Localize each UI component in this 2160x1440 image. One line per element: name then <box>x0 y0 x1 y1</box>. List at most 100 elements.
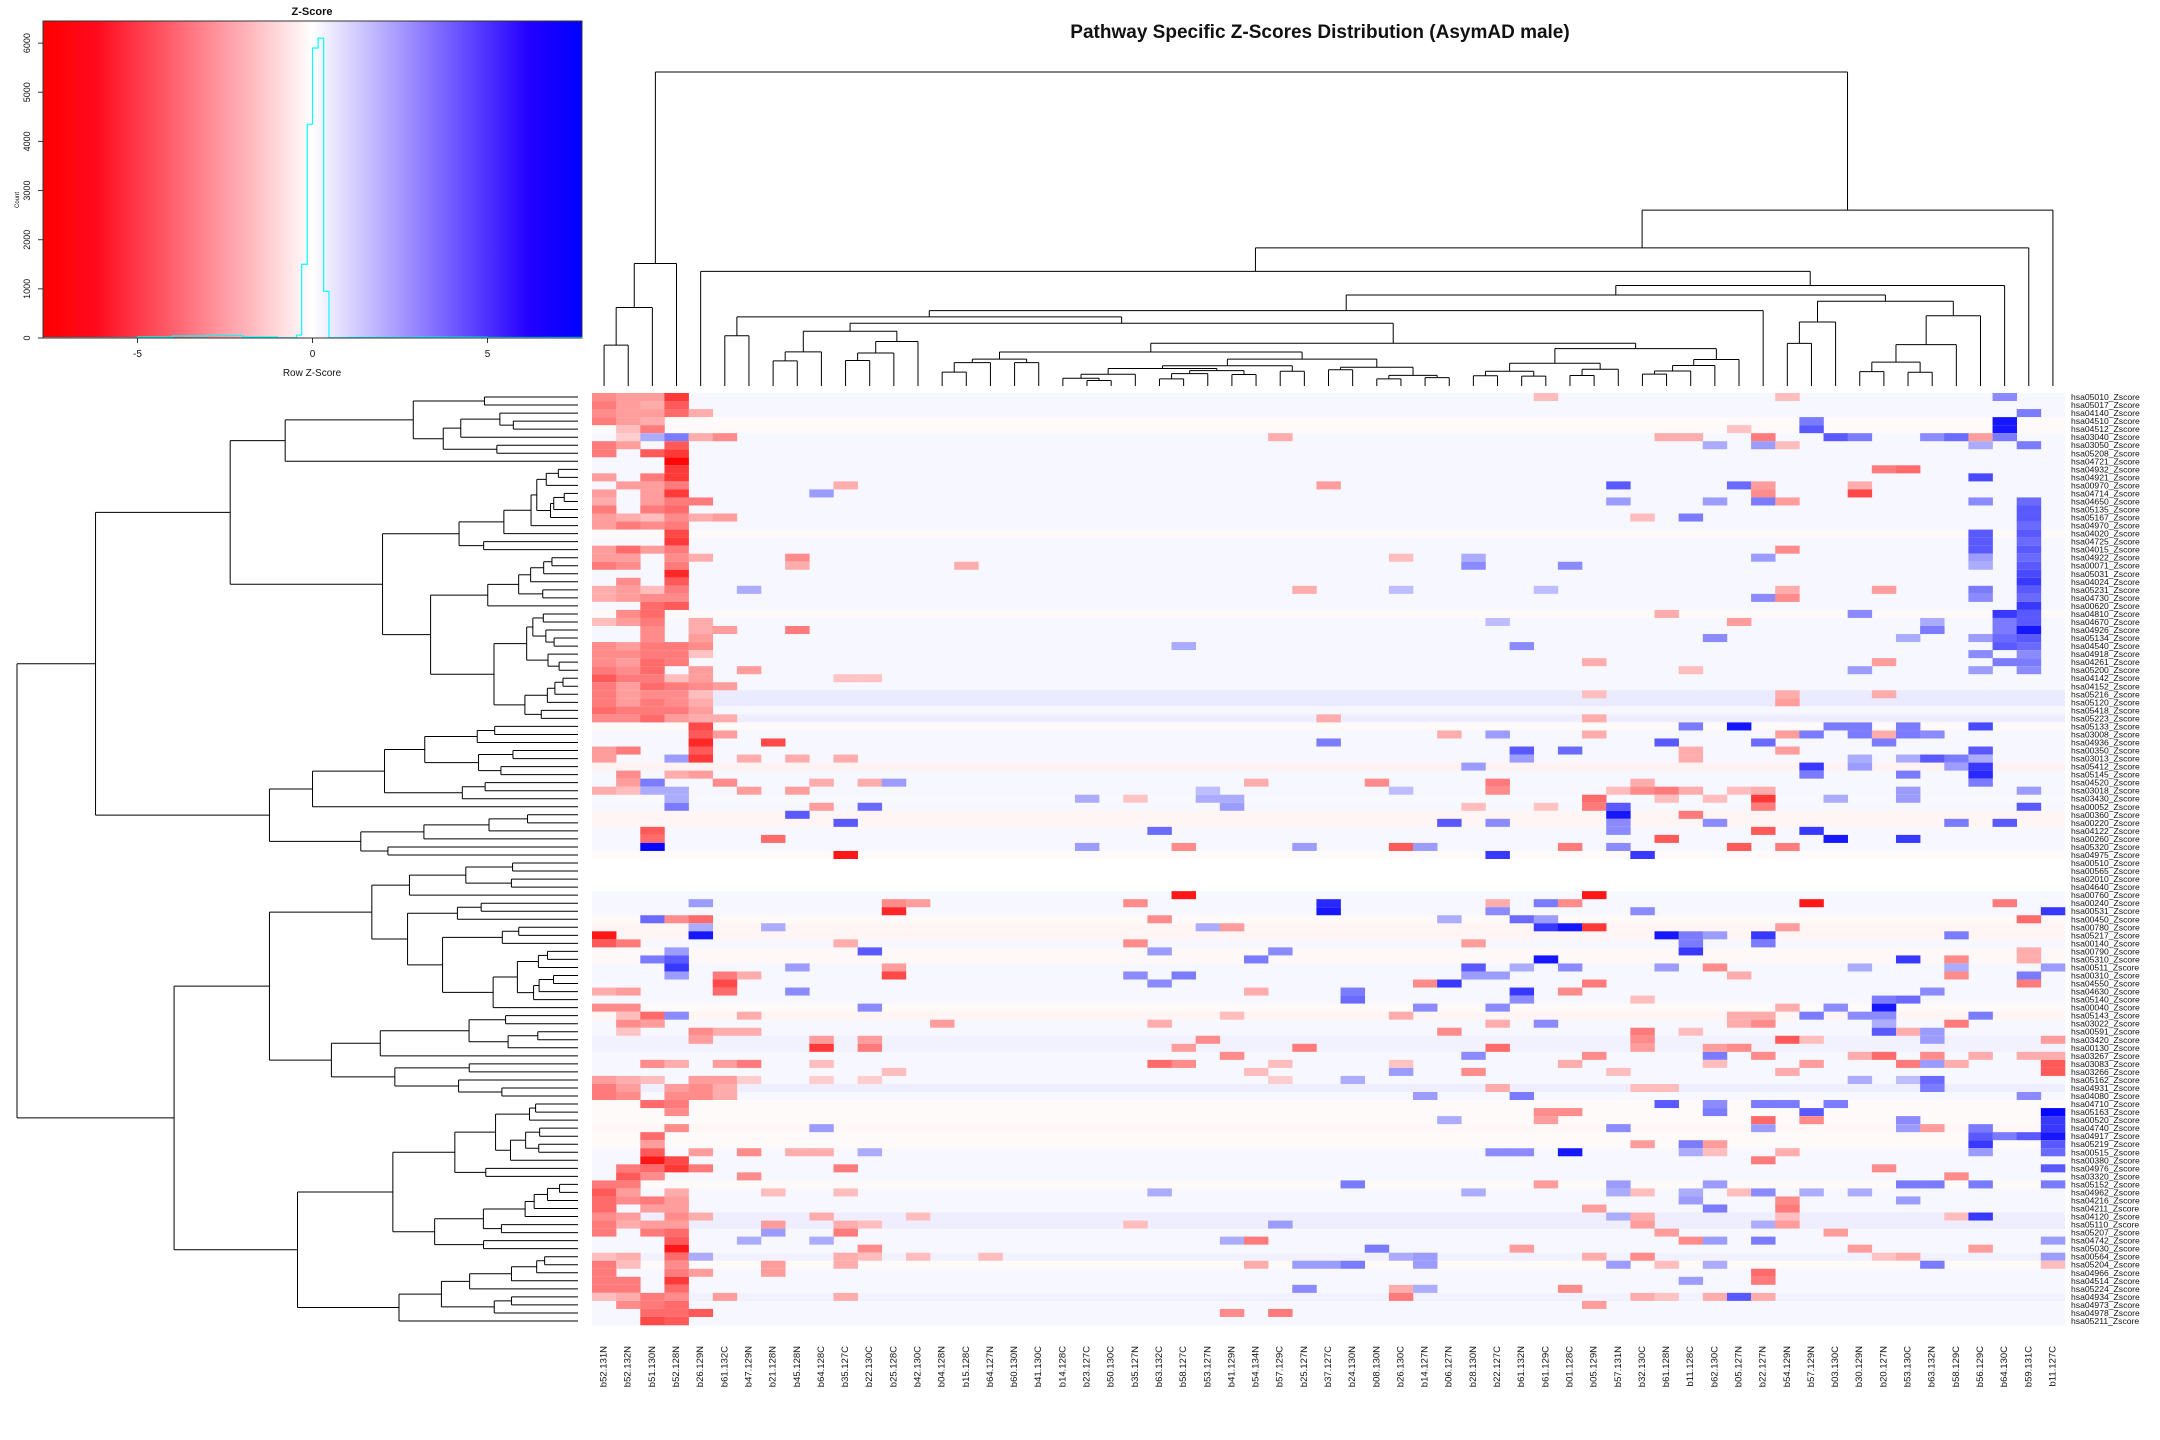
heatmap-cell <box>640 658 665 667</box>
heatmap-row <box>592 409 2065 418</box>
row-label: hsa05211_Zscore <box>2071 1316 2139 1326</box>
heatmap-cell <box>640 786 665 796</box>
heatmap-cell <box>1461 762 1486 771</box>
heatmap-row <box>592 842 2065 852</box>
heatmap-cell <box>2016 601 2042 611</box>
heatmap-row <box>592 634 2065 643</box>
heatmap-cell <box>1775 1212 1800 1221</box>
heatmap-cell <box>592 698 617 707</box>
heatmap-cell <box>1751 794 1776 804</box>
heatmap-cell <box>1992 417 2018 426</box>
heatmap-cell <box>1751 1220 1776 1229</box>
heatmap-cell <box>1509 987 1535 996</box>
heatmap-cell <box>2040 1180 2066 1189</box>
row-label: hsa04216_Zscore <box>2071 1195 2140 1205</box>
heatmap-cell <box>664 770 689 779</box>
heatmap-cell <box>616 609 641 619</box>
heatmap-cell <box>978 1252 1003 1262</box>
heatmap-cell <box>1702 1059 1728 1069</box>
heatmap-cell <box>761 738 786 747</box>
heatmap-cell <box>664 441 689 450</box>
row-label: hsa04810_Zscore <box>2071 609 2140 619</box>
heatmap-cell <box>1968 666 1993 675</box>
heatmap-row-base <box>592 1268 2065 1278</box>
heatmap-cell <box>1775 842 1800 852</box>
heatmap-row <box>592 826 2065 836</box>
heatmap-row-base <box>592 730 2065 739</box>
heatmap-cell <box>2016 409 2042 418</box>
heatmap-row <box>592 1276 2065 1286</box>
heatmap-cell <box>616 770 641 779</box>
row-label: hsa04975_Zscore <box>2071 850 2140 860</box>
heatmap-row <box>592 425 2065 434</box>
heatmap-cell <box>640 842 665 852</box>
heatmap-cell <box>1630 995 1655 1004</box>
heatmap-cell <box>592 401 617 410</box>
heatmap-cell <box>1751 1236 1776 1245</box>
heatmap-row-base <box>592 642 2065 651</box>
heatmap-cell <box>2016 441 2042 450</box>
heatmap-cell <box>640 778 665 787</box>
heatmap-cell <box>1171 971 1196 980</box>
heatmap-row-base <box>592 1228 2065 1237</box>
heatmap-cell <box>1968 778 1993 787</box>
heatmap-cell <box>833 481 858 490</box>
heatmap-cell <box>1606 826 1631 836</box>
heatmap-cell <box>2016 585 2042 595</box>
row-label: hsa00240_Zscore <box>2071 898 2140 908</box>
heatmap-row <box>592 521 2065 530</box>
heatmap-cell <box>664 690 689 699</box>
heatmap-cell <box>664 1212 689 1221</box>
heatmap-cell <box>2040 1252 2066 1262</box>
heatmap-cell <box>1413 1092 1438 1101</box>
heatmap-row-base <box>592 1148 2065 1157</box>
heatmap-cell <box>833 939 858 948</box>
heatmap-row <box>592 553 2065 563</box>
heatmap-cell <box>712 1083 738 1093</box>
row-label: hsa00515_Zscore <box>2071 1147 2140 1157</box>
heatmap-row <box>592 1164 2066 1173</box>
row-label: hsa05310_Zscore <box>2071 954 2140 964</box>
heatmap-cell <box>1461 939 1486 948</box>
column-label: b52.132N <box>623 1346 634 1387</box>
heatmap-row <box>592 1108 2066 1117</box>
heatmap-cell <box>664 1260 689 1270</box>
heatmap-cell <box>664 1164 689 1173</box>
heatmap-cell <box>785 1148 810 1157</box>
heatmap-cell <box>736 971 762 980</box>
heatmap-cell <box>616 1196 641 1205</box>
heatmap-cell <box>1219 1236 1245 1245</box>
heatmap-cell <box>1654 794 1679 804</box>
heatmap-cell <box>1292 585 1317 595</box>
heatmap-cell <box>1171 642 1196 651</box>
row-label: hsa04966_Zscore <box>2071 1268 2140 1278</box>
heatmap-row <box>592 1019 2065 1029</box>
heatmap-cell <box>1895 1116 1921 1125</box>
heatmap-cell <box>1968 529 1993 538</box>
heatmap-cell <box>2016 955 2042 964</box>
heatmap-cell <box>616 682 641 691</box>
heatmap-cell <box>1702 1100 1728 1109</box>
heatmap-cell <box>1292 1260 1317 1270</box>
heatmap-cell <box>857 778 883 787</box>
heatmap-cell <box>1992 642 2018 651</box>
column-label: b24.130N <box>1347 1346 1358 1387</box>
heatmap-cell <box>1219 794 1245 804</box>
column-label: b11.128C <box>1685 1346 1696 1387</box>
heatmap-cell <box>833 674 858 683</box>
column-label: b21.128N <box>768 1346 779 1387</box>
heatmap-cell <box>1992 617 2018 627</box>
heatmap-row <box>592 417 2065 426</box>
heatmap-row <box>592 1059 2066 1069</box>
heatmap-cell <box>640 1140 665 1149</box>
heatmap-cell <box>1243 1067 1269 1077</box>
heatmap-cell <box>1485 971 1510 980</box>
heatmap-cell <box>1485 907 1510 916</box>
heatmap-cell <box>736 1075 762 1085</box>
column-label: b52.128N <box>671 1346 682 1387</box>
row-label: hsa05140_Zscore <box>2071 995 2140 1005</box>
heatmap-cell <box>1726 786 1752 796</box>
heatmap-row-base <box>592 794 2065 804</box>
heatmap-cell <box>1678 666 1704 675</box>
heatmap-cell <box>1968 650 1993 659</box>
